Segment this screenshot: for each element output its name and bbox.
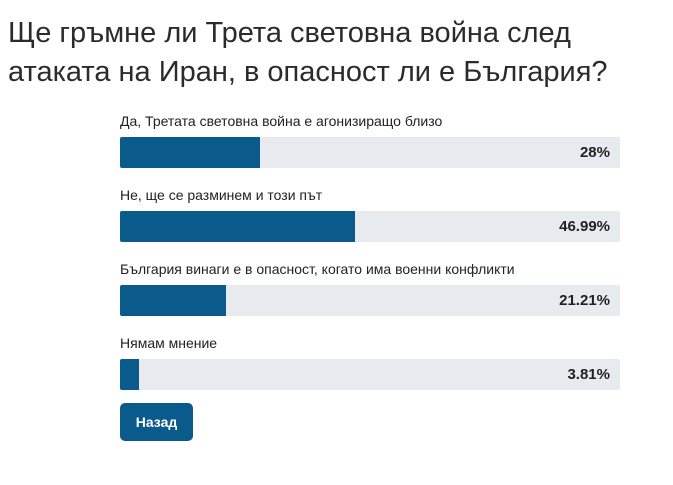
result-bar-fill	[120, 285, 227, 316]
result-bar-fill	[120, 137, 260, 168]
poll-option-2: Не, ще се разминем и този път 46.99%	[120, 185, 620, 259]
poll-option-4: Нямам мнение 3.81%	[120, 333, 620, 407]
result-bar-track: 28%	[120, 137, 620, 168]
poll-option-3: България винаги е в опасност, когато има…	[120, 259, 620, 333]
poll-option-label: Не, ще се разминем и този път	[120, 187, 323, 203]
poll-option-label: Нямам мнение	[120, 335, 218, 351]
poll-title: Ще гръмне ли Трета световна война след а…	[8, 17, 608, 88]
result-percent: 3.81%	[567, 366, 610, 383]
poll-option-label: България винаги е в опасност, когато има…	[120, 261, 515, 277]
poll-option-label: Да, Третата световна война е агонизиращо…	[120, 113, 443, 129]
result-percent: 46.99%	[559, 218, 610, 235]
result-percent: 21.21%	[559, 292, 610, 309]
poll-option-1: Да, Третата световна война е агонизиращо…	[120, 111, 620, 185]
result-bar-track: 21.21%	[120, 285, 620, 316]
poll-results: Да, Третата световна война е агонизиращо…	[120, 111, 620, 407]
back-button[interactable]: Назад	[120, 403, 193, 441]
result-percent: 28%	[579, 144, 610, 161]
result-bar-track: 46.99%	[120, 211, 620, 242]
result-bar-track: 3.81%	[120, 359, 620, 390]
result-bar-fill	[120, 359, 140, 390]
result-bar-fill	[120, 211, 355, 242]
